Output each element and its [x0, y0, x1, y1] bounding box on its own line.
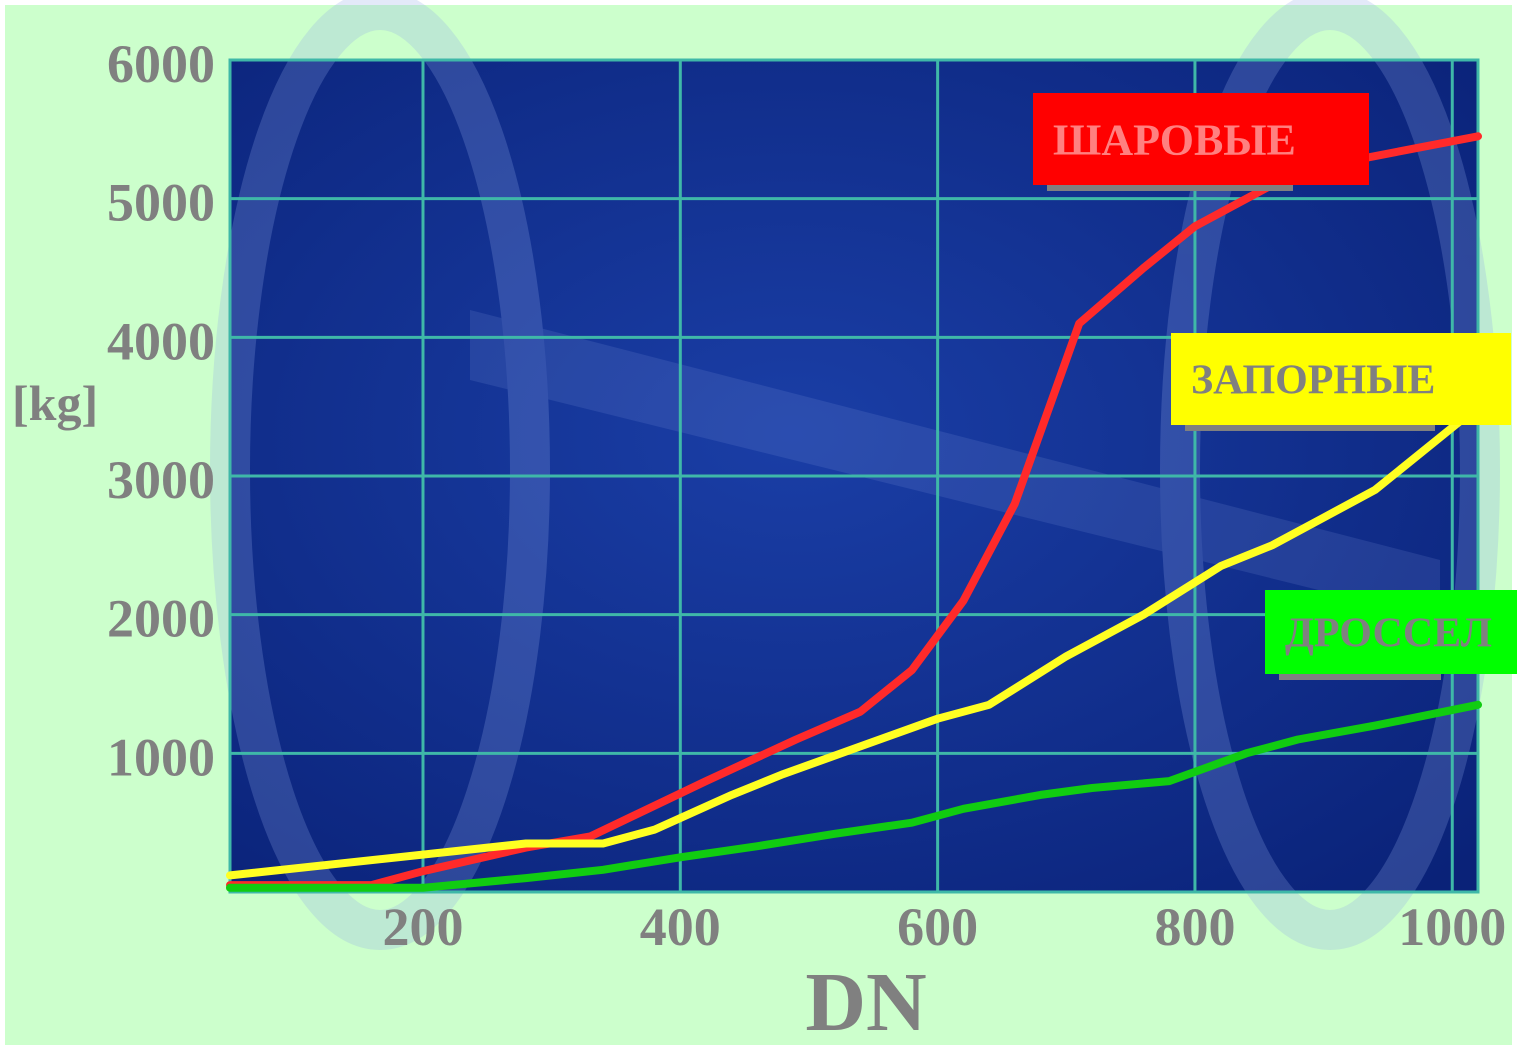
- plot-border: [228, 58, 1480, 894]
- y-tick-label: 3000: [107, 450, 215, 510]
- series-label-text: ЗАПОРНЫЕ: [1191, 358, 1435, 404]
- y-tick-label: 2000: [107, 589, 215, 649]
- x-tick-label: 200: [382, 897, 463, 957]
- series-line-1: [226, 402, 1482, 880]
- y-tick-label: 4000: [107, 311, 215, 371]
- series-label-2: ДРОССЕЛ: [1265, 590, 1517, 680]
- series-line-2: [226, 700, 1482, 892]
- y-tick-label: 1000: [107, 727, 215, 787]
- series-label-text: ДРОССЕЛ: [1285, 611, 1492, 657]
- y-tick-label: 5000: [107, 173, 215, 233]
- background-decoration: [210, 0, 1500, 950]
- series-line-0: [226, 132, 1482, 890]
- series-label-box: [1265, 590, 1517, 674]
- series-label-text: ШАРОВЫЕ: [1053, 115, 1296, 164]
- x-tick-label: 600: [897, 897, 978, 957]
- x-tick-label: 800: [1154, 897, 1235, 957]
- x-tick-label: 1000: [1398, 897, 1506, 957]
- x-axis-label: DN: [805, 956, 926, 1049]
- series-label-box: [1033, 93, 1369, 185]
- series-label-box: [1171, 333, 1511, 425]
- y-tick-label: 6000: [107, 34, 215, 94]
- x-tick-label: 400: [640, 897, 721, 957]
- series-label-1: ЗАПОРНЫЕ: [1171, 333, 1511, 431]
- series-label-0: ШАРОВЫЕ: [1033, 93, 1369, 191]
- y-axis-label: [kg]: [12, 375, 98, 431]
